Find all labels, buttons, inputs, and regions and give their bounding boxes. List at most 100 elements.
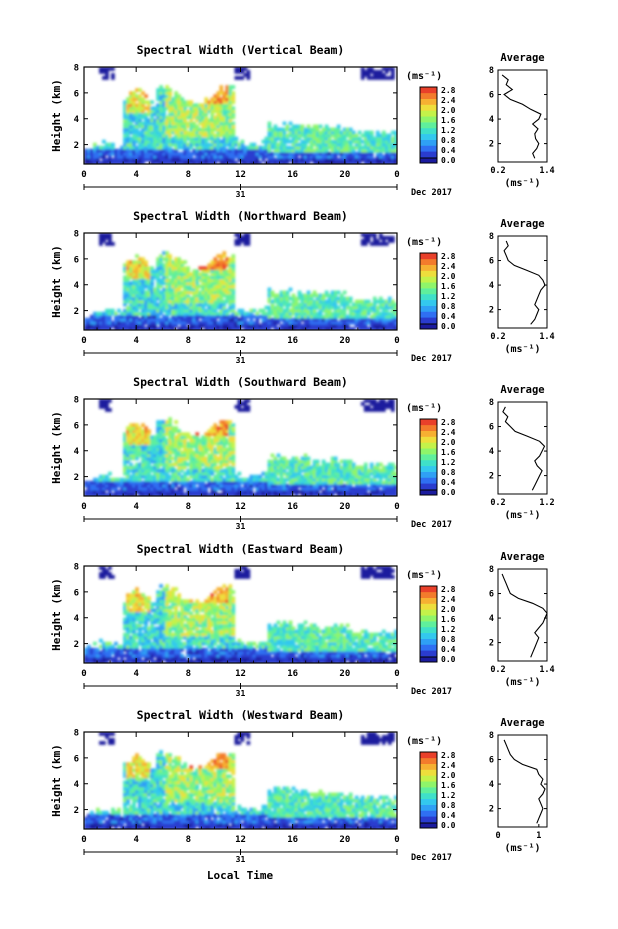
average-title: Average: [500, 52, 544, 64]
colorbar-swatch: [420, 299, 437, 306]
average-x-tick-label: 0.2: [490, 166, 505, 176]
average-x-tick-label: 0: [495, 831, 500, 841]
colorbar-swatch: [420, 591, 437, 598]
y-tick-label: 4: [74, 115, 80, 125]
colorbar-swatch: [420, 436, 437, 443]
date-label: Dec 2017: [411, 853, 452, 863]
y-tick-label: 6: [74, 89, 79, 99]
average-frame: [497, 69, 548, 163]
panel-3: Spectral Width (Southward Beam) Height (k…: [50, 375, 555, 531]
colorbar-tick-label: 2.0: [441, 272, 456, 281]
colorbar-tick-label: 2.4: [441, 428, 456, 437]
colorbar-tick-label: 0.0: [441, 821, 456, 830]
average-y-tick-label: 2: [489, 140, 494, 150]
colorbar-swatch: [420, 810, 437, 817]
colorbar-tick-label: 2.8: [441, 585, 456, 594]
colorbar-unit-label: (ms⁻¹): [406, 403, 442, 414]
colorbar-swatch: [420, 317, 437, 324]
colorbar-swatch: [420, 305, 437, 312]
colorbar-unit-label: (ms⁻¹): [406, 237, 442, 248]
colorbar-tick-label: 1.6: [441, 448, 456, 457]
day-label: 31: [236, 522, 246, 531]
panel-title: Spectral Width (Westward Beam): [137, 708, 345, 722]
average-x-tick-label: 1.2: [539, 498, 554, 508]
average-y-tick-label: 8: [489, 565, 494, 575]
x-tick-label: 0: [394, 669, 399, 679]
average-title: Average: [500, 384, 544, 396]
x-tick-label: 8: [186, 669, 191, 679]
colorbar-frame: [419, 751, 438, 829]
colorbar-tick-label: 1.6: [441, 282, 456, 291]
colorbar-swatch: [420, 816, 437, 823]
x-tick-label: 0: [394, 170, 399, 180]
average-x-tick-label: 0.2: [490, 498, 505, 508]
colorbar-tick-label: 0.4: [441, 645, 456, 654]
colorbar-tick-label: 2.8: [441, 86, 456, 95]
x-tick-label: 8: [186, 336, 191, 346]
colorbar-swatch: [420, 752, 437, 759]
y-tick-label: 6: [74, 255, 79, 265]
x-tick-label: 20: [339, 336, 350, 346]
average-y-tick-label: 8: [489, 731, 494, 741]
average-profile-line: [503, 739, 546, 824]
x-tick-label: 12: [235, 669, 246, 679]
average-y-tick-label: 8: [489, 232, 494, 242]
x-tick-label: 0: [81, 835, 86, 845]
colorbar-tick-label: 1.6: [441, 116, 456, 125]
average-profile-line: [502, 406, 546, 491]
colorbar-tick-label: 0.4: [441, 146, 456, 155]
y-tick-label: 8: [74, 64, 79, 74]
colorbar-swatch: [420, 632, 437, 639]
average-y-tick-label: 6: [489, 91, 494, 101]
x-tick-label: 16: [287, 669, 298, 679]
colorbar-swatch: [420, 465, 437, 472]
average-profile-line: [503, 240, 546, 325]
colorbar-unit-label: (ms⁻¹): [406, 736, 442, 747]
y-tick-label: 6: [74, 754, 79, 764]
y-tick-label: 8: [74, 563, 79, 573]
colorbar-swatch: [420, 139, 437, 146]
average-title: Average: [500, 551, 544, 563]
colorbar-swatch: [420, 757, 437, 764]
colorbar-swatch: [420, 477, 437, 484]
panel-title: Spectral Width (Vertical Beam): [137, 43, 345, 57]
y-tick-label: 4: [74, 614, 80, 624]
x-tick-label: 20: [339, 170, 350, 180]
average-y-tick-label: 2: [489, 306, 494, 316]
y-axis-label: Height (km): [50, 744, 63, 817]
colorbar-frame: [419, 418, 438, 496]
colorbar-unit-label: (ms⁻¹): [406, 71, 442, 82]
x-tick-label: 4: [133, 170, 139, 180]
x-tick-label: 4: [133, 336, 139, 346]
x-tick-label: 8: [186, 170, 191, 180]
colorbar-swatch: [420, 586, 437, 593]
average-x-tick-label: 1.4: [539, 166, 554, 176]
colorbar-swatch: [420, 644, 437, 651]
colorbar-tick-label: 2.8: [441, 252, 456, 261]
colorbar-swatch: [420, 264, 437, 271]
average-y-tick-label: 4: [489, 614, 494, 624]
average-x-tick-label: 1.4: [539, 665, 554, 675]
y-axis-label: Height (km): [50, 79, 63, 152]
average-x-tick-label: 1.4: [539, 332, 554, 342]
heatmap-cells: [84, 732, 397, 829]
colorbar-swatch: [420, 483, 437, 490]
x-tick-label: 0: [81, 502, 86, 512]
x-tick-label: 4: [133, 502, 139, 512]
colorbar-frame: [419, 585, 438, 663]
y-tick-label: 6: [74, 588, 79, 598]
date-label: Dec 2017: [411, 188, 452, 198]
colorbar-tick-label: 2.4: [441, 761, 456, 770]
average-frame: [497, 568, 548, 662]
colorbar-swatch: [420, 459, 437, 467]
date-label: Dec 2017: [411, 687, 452, 697]
average-y-tick-label: 4: [489, 780, 494, 790]
date-label: Dec 2017: [411, 520, 452, 530]
average-y-tick-label: 6: [489, 590, 494, 600]
y-axis-label: Height (km): [50, 578, 63, 651]
x-tick-label: 12: [235, 170, 246, 180]
colorbar-tick-label: 0.0: [441, 322, 456, 331]
colorbar-swatch: [420, 110, 437, 117]
colorbar-unit-label: (ms⁻¹): [406, 570, 442, 581]
colorbar-tick-label: 2.0: [441, 106, 456, 115]
